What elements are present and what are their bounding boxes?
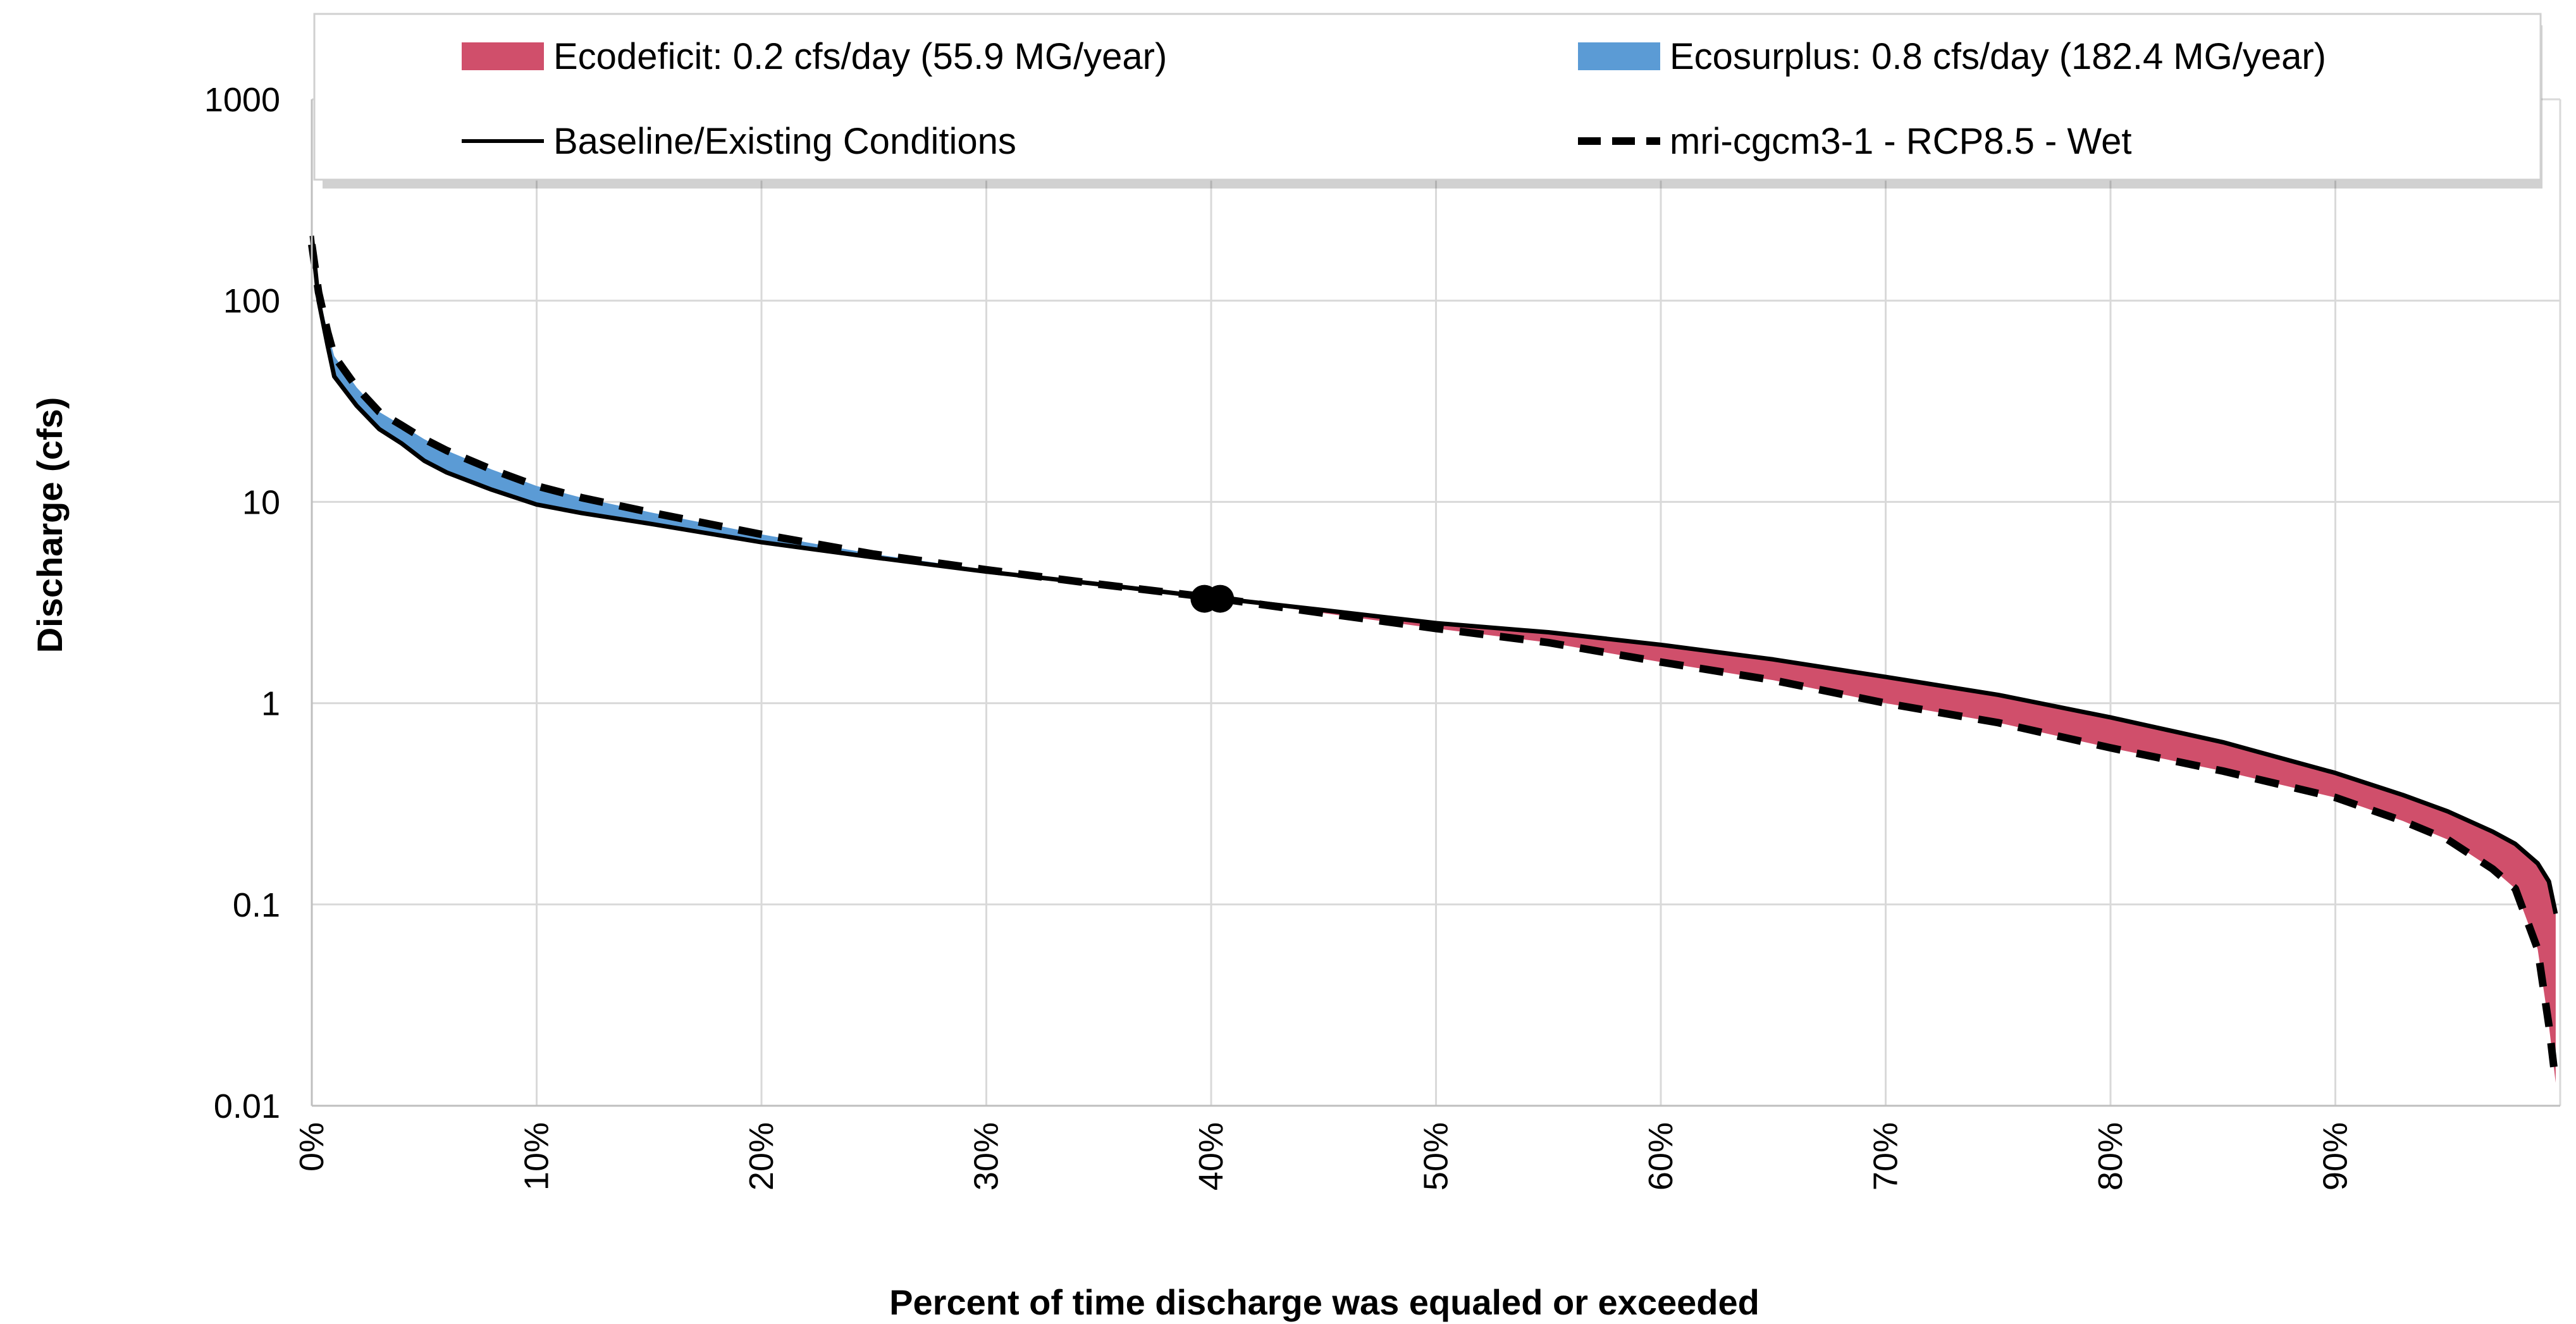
x-tick-label: 0% (293, 1122, 331, 1172)
crossover-point (1206, 585, 1235, 613)
axes: 0.01 0.1 1 10 100 1000 0% 10% 20% 30% 40% 50% 60% 70%… (204, 81, 2560, 1191)
series-lines (308, 235, 2560, 1084)
ecodeficit-area (1211, 597, 2556, 1083)
x-tick-label: 60% (1642, 1122, 1680, 1191)
ecosurplus-legend-label: Ecosurplus: 0.8 cfs/day (182.4 MG/year) (1670, 36, 2326, 77)
legend: Ecodeficit: 0.2 cfs/day (55.9 MG/year) Ec… (313, 13, 2542, 189)
gridlines (312, 98, 2561, 1107)
x-tick-label: 90% (2317, 1122, 2355, 1191)
x-tick-label: 10% (518, 1122, 556, 1191)
y-tick-label: 0.1 (233, 886, 280, 924)
crossover-markers (1190, 585, 1235, 613)
y-tick-label: 1 (261, 685, 280, 723)
x-axis-title: Percent of time discharge was equaled or… (889, 1282, 1759, 1322)
x-tick-label: 40% (1192, 1122, 1230, 1191)
y-tick-label: 100 (223, 282, 280, 320)
eco-areas (312, 235, 2556, 1083)
baseline-legend-label: Baseline/Existing Conditions (553, 121, 1016, 162)
y-axis-title: Discharge (cfs) (30, 397, 70, 653)
scenario-dashed-line (308, 244, 2560, 1084)
baseline-line (309, 235, 2558, 915)
x-tick-label: 70% (1867, 1122, 1905, 1191)
legend-box (313, 13, 2542, 181)
x-tick-label: 20% (743, 1122, 780, 1191)
y-tick-label: 10 (242, 483, 280, 521)
ecodeficit-legend-swatch (462, 42, 544, 70)
y-tick-label: 1000 (204, 81, 280, 119)
ecodeficit-legend-label: Ecodeficit: 0.2 cfs/day (55.9 MG/year) (553, 36, 1167, 77)
x-tick-label: 50% (1417, 1122, 1455, 1191)
y-tick-label: 0.01 (214, 1087, 280, 1125)
scenario-legend-label: mri-cgcm3-1 - RCP8.5 - Wet (1670, 121, 2131, 162)
ecosurplus-legend-swatch (1578, 42, 1660, 70)
x-tick-label: 80% (2092, 1122, 2129, 1191)
x-tick-label: 30% (968, 1122, 1006, 1191)
